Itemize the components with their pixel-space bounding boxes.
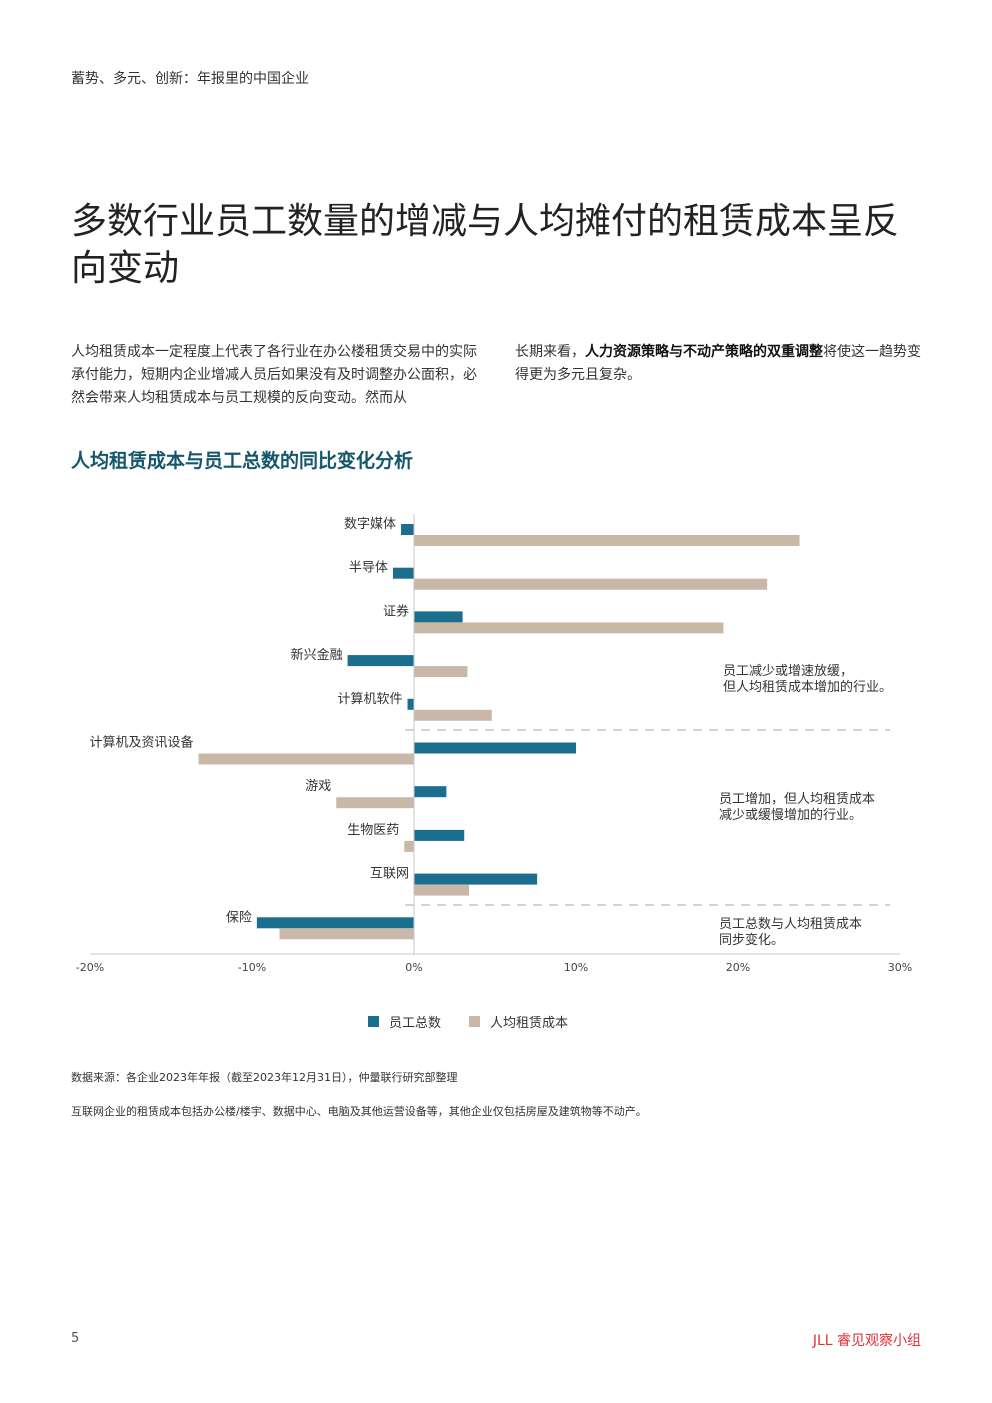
bar-employees-3 bbox=[347, 655, 414, 667]
legend-item-rent: 人均租赁成本 bbox=[469, 1012, 568, 1031]
category-label: 保险 bbox=[226, 910, 252, 925]
chart-title: 人均租赁成本与员工总数的同比变化分析 bbox=[71, 450, 414, 472]
category-label: 计算机及资讯设备 bbox=[90, 735, 194, 751]
bar-rent-9 bbox=[279, 928, 414, 940]
body-text-left: 人均租赁成本一定程度上代表了各行业在办公楼租赁交易中的实际承付能力，短期内企业增… bbox=[71, 344, 477, 406]
legend-label-employees: 员工总数 bbox=[389, 1016, 442, 1031]
category-label: 互联网 bbox=[370, 867, 409, 882]
bar-employees-5 bbox=[414, 742, 576, 754]
page-number: 5 bbox=[71, 1331, 80, 1346]
annotation-2: 员工增加，但人均租赁成本 减少或缓慢增加的行业。 bbox=[719, 792, 876, 823]
x-tick-label: 10% bbox=[564, 961, 588, 974]
bar-employees-2 bbox=[414, 611, 463, 623]
bar-rent-5 bbox=[198, 753, 414, 765]
bar-rent-7 bbox=[404, 840, 414, 852]
category-label: 新兴金融 bbox=[291, 647, 343, 663]
legend-item-employees: 员工总数 bbox=[368, 1012, 441, 1031]
x-tick-label: -20% bbox=[76, 961, 104, 974]
bar-rent-4 bbox=[414, 709, 492, 721]
bar-rent-8 bbox=[414, 884, 470, 896]
category-label: 游戏 bbox=[305, 779, 331, 794]
bar-rent-1 bbox=[414, 578, 768, 590]
bar-rent-0 bbox=[414, 535, 800, 546]
category-label: 证券 bbox=[383, 603, 409, 619]
x-tick-label: 20% bbox=[726, 961, 750, 974]
page-title: 多数行业员工数量的增减与人均摊付的租赁成本呈反向变动 bbox=[71, 201, 900, 289]
category-label: 生物医药 bbox=[347, 823, 399, 838]
bar-employees-4 bbox=[407, 698, 414, 710]
page-header: 蓄势、多元、创新：年报里的中国企业 bbox=[71, 71, 309, 87]
body-text-right: 长期来看，人力资源策略与不动产策略的双重调整将使这一趋势变得更为多元且复杂。 bbox=[515, 341, 927, 387]
bar-employees-1 bbox=[392, 567, 414, 579]
legend-swatch-employees bbox=[368, 1016, 379, 1027]
category-label: 半导体 bbox=[349, 561, 388, 576]
bar-employees-6 bbox=[414, 786, 447, 798]
scope-note: 互联网企业的租赁成本包括办公楼/楼宇、数据中心、电脑及其他运营设备等，其他企业仅… bbox=[71, 1105, 647, 1118]
body-text-right-pre: 长期来看， bbox=[515, 344, 585, 360]
body-text-right-bold: 人力资源策略与不动产策略的双重调整 bbox=[585, 344, 823, 360]
annotation-1: 员工减少或增速放缓， 但人均租赁成本增加的行业。 bbox=[723, 664, 893, 695]
brand-label: JLL 睿见观察小组 bbox=[812, 1333, 921, 1349]
legend-label-rent: 人均租赁成本 bbox=[490, 1016, 569, 1031]
bar-rent-2 bbox=[414, 622, 724, 634]
x-tick-label: -10% bbox=[238, 961, 266, 974]
chart-legend: 员工总数 人均租赁成本 bbox=[0, 1012, 992, 1032]
source-note: 数据来源：各企业2023年年报（截至2023年12月31日），仲量联行研究部整理 bbox=[71, 1071, 458, 1084]
x-tick-label: 30% bbox=[888, 961, 912, 974]
body-text-right-post: 将使这一趋势变得更为多元且复杂。 bbox=[515, 344, 921, 383]
bar-rent-3 bbox=[414, 666, 468, 678]
category-label: 计算机软件 bbox=[338, 692, 403, 707]
x-tick-label: 0% bbox=[405, 961, 422, 974]
bar-employees-8 bbox=[414, 873, 538, 885]
bar-employees-9 bbox=[256, 917, 414, 929]
annotation-3: 员工总数与人均租赁成本 同步变化。 bbox=[719, 917, 863, 948]
bar-employees-0 bbox=[401, 524, 414, 535]
bar-rent-6 bbox=[336, 797, 414, 809]
category-label: 数字媒体 bbox=[344, 517, 396, 532]
legend-swatch-rent bbox=[469, 1016, 480, 1027]
bar-employees-7 bbox=[414, 829, 465, 841]
